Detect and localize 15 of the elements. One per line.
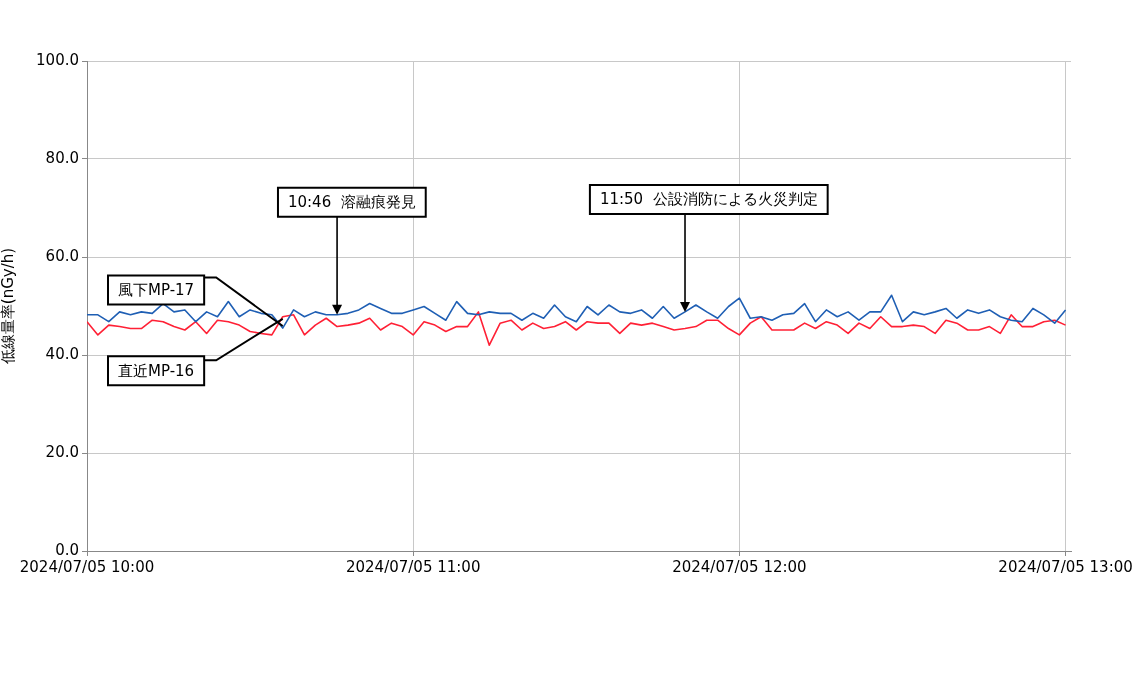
- y-tick-label: 0.0: [55, 540, 79, 559]
- y-axis-title: 低線量率(nGy/h): [0, 247, 17, 365]
- annotation: 10:46 溶融痕発見: [287, 193, 416, 212]
- y-tick-label: 60.0: [45, 246, 79, 265]
- y-tick-label: 20.0: [45, 442, 79, 461]
- text: 直近MP-16: [118, 361, 195, 380]
- x-tick-label: 2024/07/05 12:00: [672, 557, 807, 576]
- annotation: 11:50 公設消防による火災判定: [599, 190, 818, 209]
- x-tick-label: 2024/07/05 11:00: [345, 557, 481, 576]
- x-tick-label: 2024/07/05 10:00: [19, 557, 155, 576]
- y-tick-label: 100.0: [36, 50, 79, 69]
- y-tick-label: 40.0: [45, 344, 79, 363]
- series-label: 風下MP-17: [118, 280, 195, 299]
- x-tick-label: 2024/07/05 13:00: [998, 557, 1133, 576]
- y-tick-label: 80.0: [45, 148, 79, 167]
